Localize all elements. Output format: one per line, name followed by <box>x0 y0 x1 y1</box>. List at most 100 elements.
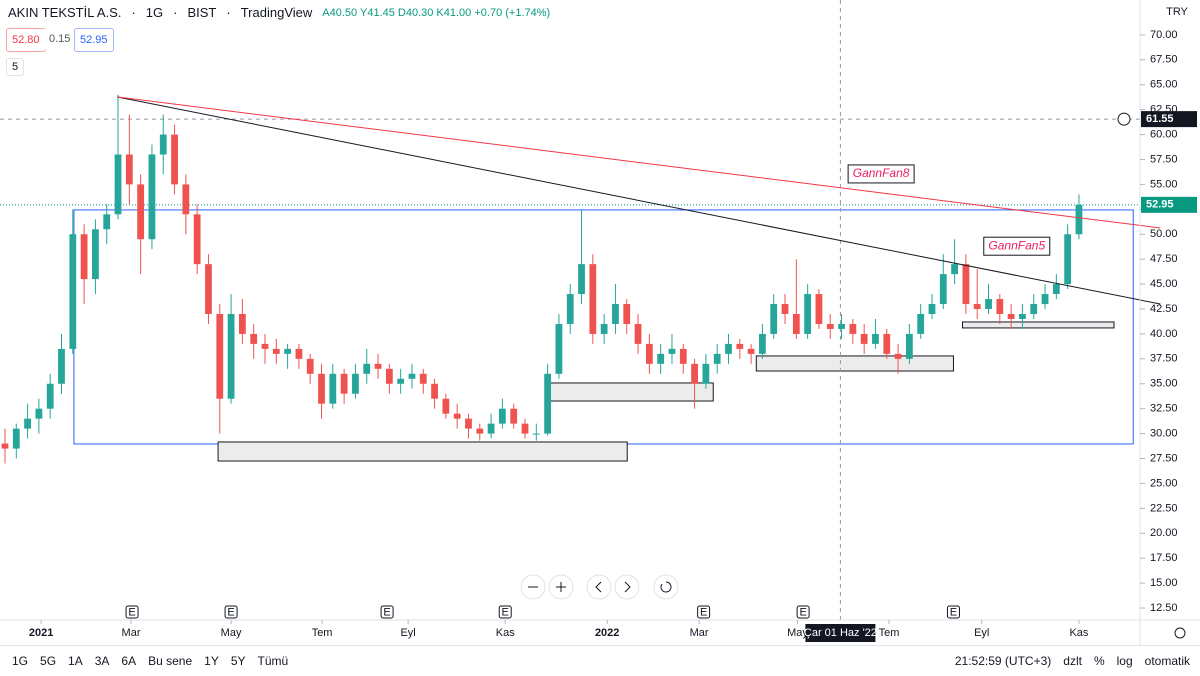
annotation: GannFan8 <box>853 166 910 180</box>
candle-body <box>645 343 653 364</box>
clock: 21:52:59 (UTC+3) <box>954 654 1052 668</box>
candle-body <box>1007 313 1015 319</box>
legend: AKIN TEKSTİL A.S. · 1G · BIST · TradingView… <box>8 5 551 20</box>
candle-body <box>589 264 597 334</box>
range-button[interactable]: 6A <box>121 654 137 668</box>
candle-body <box>770 304 778 334</box>
range-button[interactable]: 1G <box>12 654 29 668</box>
icon <box>624 581 631 593</box>
annotation: GannFan5 <box>988 238 1045 252</box>
y-tick-label: 25.00 <box>1150 477 1178 489</box>
y-tick-label: 12.50 <box>1150 602 1178 614</box>
zone <box>544 382 714 402</box>
event-label: E <box>950 606 957 618</box>
candle-body <box>962 264 970 305</box>
range-button[interactable]: 1Y <box>204 654 219 668</box>
x-tick-label: Eyl <box>400 627 415 639</box>
scale-option[interactable]: otomatik <box>1144 654 1190 668</box>
icon <box>660 581 672 593</box>
candle-body <box>894 353 902 359</box>
range-button[interactable]: 5Y <box>230 654 246 668</box>
scale-options: dzlt% log otomatik <box>1057 654 1196 668</box>
scale-option[interactable]: log <box>1116 654 1133 668</box>
candle-body <box>872 333 879 344</box>
y-tick-label: 27.50 <box>1150 452 1178 464</box>
currency: TRY <box>1166 6 1188 18</box>
candle-body <box>148 154 156 240</box>
platform: TradingView <box>240 5 313 20</box>
zone <box>217 441 628 462</box>
y-tick-label: 60.00 <box>1150 128 1178 140</box>
scroll-right[interactable] <box>614 574 640 600</box>
candle-body <box>159 134 167 155</box>
candle-body <box>499 408 506 424</box>
zone <box>962 321 1115 329</box>
candle-body <box>216 313 224 399</box>
range-button[interactable]: Bu sene <box>148 654 193 668</box>
x-tick-label: Mar <box>122 627 141 639</box>
candle-body <box>804 294 812 334</box>
range-button[interactable]: 5G <box>40 654 57 668</box>
candle-body <box>657 353 665 364</box>
candle-body <box>600 323 608 334</box>
range-button[interactable]: 1A <box>68 654 83 668</box>
bid[interactable]: 52.80 <box>6 28 46 52</box>
chart: GannFan8 GannFan5 TRY 12.50 15.00 17.50 20.0… <box>0 0 1200 645</box>
ohlc-values: A40.50 Y41.45 D40.30 K41.00 +0.70 (+1.74… <box>322 6 551 19</box>
range-button[interactable]: 3A <box>94 654 110 668</box>
exchange: BIST <box>187 5 217 20</box>
candle-body <box>205 264 212 314</box>
candle-body <box>928 304 936 314</box>
y-tick-label: 22.50 <box>1150 502 1178 514</box>
x-tick-label: May <box>221 627 242 639</box>
candle-body <box>532 433 540 435</box>
y-tick-label: 20.00 <box>1150 527 1178 539</box>
scroll-left[interactable] <box>586 574 612 600</box>
spread: 0.15 <box>44 28 76 50</box>
candle-body <box>905 333 913 359</box>
trend-line <box>116 96 1161 229</box>
range-button[interactable]: Tümü <box>257 654 289 668</box>
scale-option[interactable]: dzlt <box>1063 654 1082 668</box>
indicator-toggle[interactable]: 5 <box>6 58 25 76</box>
crosshair-date-bg <box>805 624 876 642</box>
candle-body <box>544 373 552 434</box>
y-tick-label: 45.00 <box>1150 278 1178 290</box>
candle-body <box>623 304 631 324</box>
candle-body <box>12 428 20 449</box>
x-tick-label: Tem <box>879 627 900 639</box>
candle-body <box>1064 234 1072 285</box>
candle-body <box>612 304 619 324</box>
y-tick-label: 42.50 <box>1150 303 1178 315</box>
scale-option[interactable]: % <box>1093 654 1105 668</box>
x-tick-label: Eyl <box>974 627 989 639</box>
candle-body <box>476 428 484 434</box>
candle-body <box>182 184 190 215</box>
candle-body <box>453 413 461 419</box>
trend-line <box>116 96 1161 305</box>
candle-body <box>747 348 755 354</box>
icon <box>595 581 602 593</box>
zone <box>755 355 954 372</box>
icon <box>556 582 566 592</box>
candle-body <box>431 383 438 399</box>
crosshair-price-bg <box>1141 111 1197 128</box>
candle-body <box>792 313 800 334</box>
zoom-controls[interactable] <box>520 574 679 600</box>
last-price-bg <box>1141 196 1197 213</box>
event-label: E <box>383 606 390 618</box>
candle-body <box>465 418 472 429</box>
settings[interactable] <box>1174 627 1186 639</box>
candle-body <box>713 353 721 364</box>
bottom-toolbar: 1G 5G 1A 3A 6A Bu sene 1Y 5Y Tümü 21:52:59 (UTC+… <box>0 645 1200 676</box>
candle-body <box>103 214 111 230</box>
reset[interactable] <box>653 574 679 600</box>
ask[interactable]: 52.95 <box>74 28 114 52</box>
x-tick-label: Kas <box>1069 627 1088 639</box>
x-tick-label: Tem <box>312 627 333 639</box>
event-marker <box>125 605 139 619</box>
event-marker <box>796 605 810 619</box>
y-tick-label: 65.00 <box>1150 79 1178 91</box>
y-tick-label: 70.00 <box>1150 29 1178 41</box>
x-tick-label: 2021 <box>29 627 53 639</box>
